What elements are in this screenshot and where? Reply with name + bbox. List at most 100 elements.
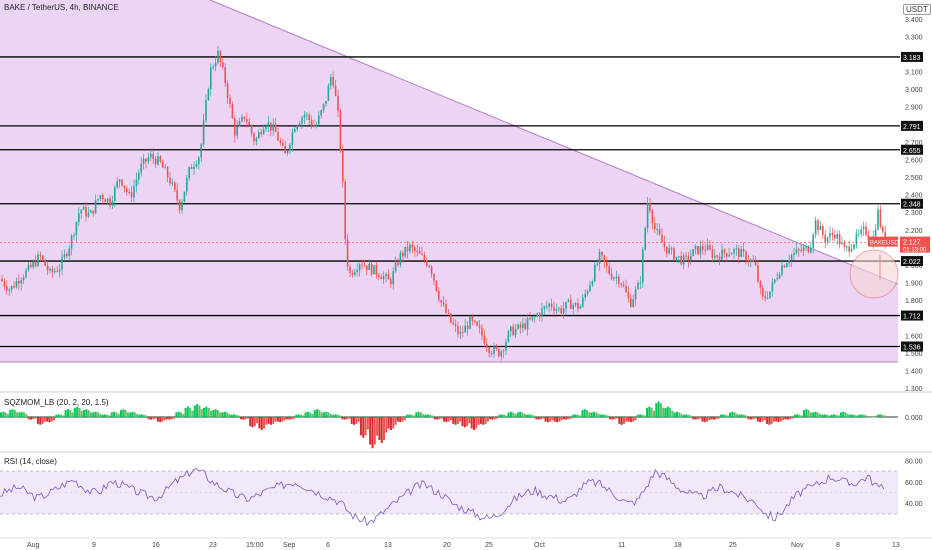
sqz-bar bbox=[299, 414, 302, 417]
candle-body bbox=[586, 291, 589, 294]
candle-body bbox=[262, 128, 265, 135]
sqz-bar bbox=[71, 412, 74, 417]
sqz-bar bbox=[682, 414, 685, 417]
candle-body bbox=[522, 323, 524, 328]
sqz-bar bbox=[752, 417, 755, 420]
sqz-bar bbox=[359, 417, 362, 436]
candle-body bbox=[423, 254, 426, 261]
candle-body bbox=[584, 293, 586, 298]
sqz-bar bbox=[800, 415, 803, 417]
sqzmom-label: SQZMOM_LB (20, 2, 20, 1.5) bbox=[4, 398, 109, 407]
candle-body bbox=[625, 286, 627, 293]
candle-body bbox=[296, 125, 298, 130]
candle-body bbox=[524, 323, 526, 329]
sqz-bar bbox=[756, 417, 759, 422]
time-tick-label: 6 bbox=[326, 542, 330, 549]
candle-body bbox=[855, 233, 858, 245]
candle-body bbox=[687, 256, 690, 261]
sqz-bar bbox=[302, 415, 305, 417]
candle-body bbox=[505, 341, 507, 351]
price-tick-label: 1.800 bbox=[905, 298, 923, 305]
candle-body bbox=[495, 346, 498, 349]
sqz-bar bbox=[177, 411, 180, 417]
sqz-bar bbox=[219, 412, 222, 417]
candle-body bbox=[810, 247, 812, 253]
sqz-bar bbox=[290, 417, 293, 420]
sqz-bar bbox=[143, 414, 146, 417]
sqz-bar bbox=[29, 417, 33, 420]
sqz-bar bbox=[46, 417, 49, 422]
candle-body bbox=[279, 140, 282, 144]
sqz-bar bbox=[844, 412, 847, 417]
sqz-bar bbox=[475, 417, 478, 429]
candle-body bbox=[255, 138, 258, 142]
sqz-bar bbox=[281, 417, 284, 422]
sqz-bar bbox=[639, 414, 642, 417]
sqz-bar bbox=[64, 410, 67, 417]
candle-body bbox=[224, 67, 226, 84]
candle-body bbox=[44, 259, 46, 266]
sqz-bar bbox=[207, 407, 210, 417]
sqz-bar bbox=[295, 414, 298, 417]
candle-body bbox=[226, 83, 229, 99]
sqz-bar bbox=[433, 417, 436, 420]
sqz-bar bbox=[579, 415, 582, 417]
candle-body bbox=[819, 225, 822, 231]
candle-body bbox=[517, 324, 519, 329]
rsi-band bbox=[0, 471, 898, 514]
sqz-bar bbox=[747, 417, 750, 420]
sqz-bar bbox=[376, 417, 379, 436]
candle-body bbox=[99, 195, 102, 199]
candle-body bbox=[711, 249, 714, 258]
candle-body bbox=[812, 234, 814, 248]
rsi-line bbox=[0, 467, 885, 527]
price-tick-label: 3.100 bbox=[905, 70, 923, 77]
sqz-bar bbox=[269, 417, 272, 425]
candle-body bbox=[843, 242, 846, 247]
time-tick-label: 25 bbox=[729, 542, 737, 549]
candle-body bbox=[471, 316, 474, 321]
sqz-bar bbox=[103, 414, 106, 417]
sqz-bar bbox=[408, 414, 411, 417]
candle-body bbox=[306, 114, 308, 116]
candle-body bbox=[234, 118, 236, 136]
price-tick-label: 1.600 bbox=[905, 333, 923, 340]
sqz-bar bbox=[452, 417, 455, 424]
sqz-bar bbox=[574, 414, 577, 417]
candle-body bbox=[78, 213, 80, 222]
candle-body bbox=[846, 246, 848, 248]
candle-body bbox=[236, 126, 238, 136]
level-badge-label: 2.022 bbox=[903, 259, 921, 266]
price-tick-label: 2.000 bbox=[905, 263, 923, 270]
sqz-bar bbox=[865, 415, 868, 417]
candle-body bbox=[716, 255, 718, 257]
candle-body bbox=[58, 269, 61, 272]
candle-body bbox=[94, 200, 97, 214]
candle-body bbox=[135, 179, 138, 187]
sqz-bar bbox=[355, 417, 358, 424]
sqz-bar bbox=[669, 407, 672, 417]
sqz-bar bbox=[712, 417, 715, 420]
candle-body bbox=[70, 235, 73, 249]
sqz-bar bbox=[523, 413, 526, 417]
candle-body bbox=[241, 116, 243, 122]
candle-body bbox=[610, 273, 613, 279]
candle-body bbox=[754, 261, 757, 266]
candle-body bbox=[538, 314, 541, 317]
sqz-bar bbox=[403, 417, 406, 421]
time-tick-label: 11 bbox=[618, 542, 625, 549]
candle-body bbox=[406, 246, 409, 252]
sqz-bar bbox=[821, 414, 824, 417]
sqz-bar bbox=[50, 417, 53, 422]
candle-body bbox=[366, 265, 368, 271]
sqz-bar bbox=[94, 411, 97, 417]
sqz-bar bbox=[666, 406, 669, 417]
candle-body bbox=[37, 254, 39, 266]
price-tick-label: 1.500 bbox=[905, 351, 923, 358]
sqz-bar bbox=[590, 412, 593, 417]
level-badge bbox=[901, 144, 923, 155]
unit-badge[interactable]: USDT bbox=[903, 4, 931, 15]
sqz-bar bbox=[129, 412, 132, 417]
candle-body bbox=[531, 316, 534, 320]
